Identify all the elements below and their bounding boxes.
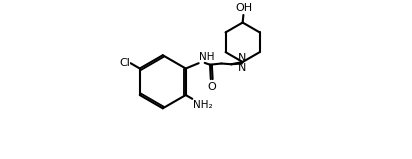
Text: NH₂: NH₂ (193, 100, 213, 110)
Text: N: N (238, 63, 246, 73)
Text: OH: OH (235, 3, 252, 13)
Text: N: N (238, 53, 246, 63)
Text: NH: NH (199, 52, 215, 62)
Text: Cl: Cl (119, 58, 130, 68)
Text: O: O (207, 82, 216, 92)
